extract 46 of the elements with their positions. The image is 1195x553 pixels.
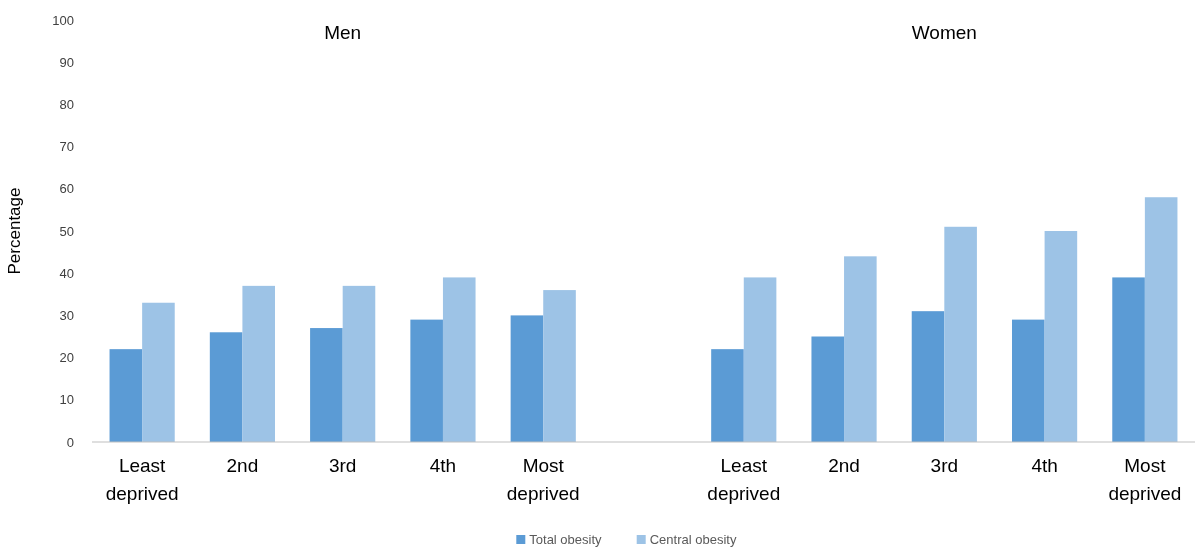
y-tick-label: 40 <box>59 265 74 281</box>
bar <box>242 285 275 442</box>
y-tick-label: 70 <box>59 139 74 155</box>
bar <box>142 302 175 442</box>
annotation: Men <box>324 22 362 43</box>
legend-label: Total obesity <box>529 532 603 547</box>
x-tick-label: 2nd <box>828 455 860 476</box>
x-tick-label: 2nd <box>226 455 259 476</box>
bar <box>209 332 243 442</box>
y-tick-label: 100 <box>52 12 74 28</box>
bar <box>743 277 777 442</box>
bar <box>1144 197 1178 442</box>
y-tick-label: 20 <box>59 350 74 366</box>
bar <box>442 277 476 442</box>
bar <box>944 226 977 442</box>
legend-label: Central obesity <box>649 532 737 547</box>
x-tick-label: 4th <box>1031 455 1058 476</box>
y-tick-label: 10 <box>59 392 74 408</box>
x-tick-label: 4th <box>429 455 457 476</box>
x-tick-label: 3rd <box>328 455 357 476</box>
x-tick-label: 3rd <box>930 455 959 476</box>
y-tick-label: 30 <box>59 307 74 323</box>
bar <box>811 336 845 442</box>
bar <box>109 349 143 442</box>
bar <box>1112 277 1145 442</box>
bar <box>543 290 576 442</box>
bar <box>911 311 945 442</box>
bar <box>1044 231 1078 442</box>
y-tick-label: 60 <box>59 181 74 197</box>
y-tick-label: 90 <box>59 54 74 70</box>
x-tick-label: Least deprived <box>707 455 781 504</box>
bar <box>510 315 544 442</box>
bar <box>410 319 443 442</box>
x-tick-label: Most deprived <box>1108 455 1182 504</box>
bar <box>711 349 744 442</box>
y-tick-label: 0 <box>66 434 74 450</box>
bar <box>342 285 376 442</box>
x-tick-label: Least deprived <box>105 455 179 504</box>
y-tick-label: 80 <box>59 96 74 112</box>
y-tick-label: 50 <box>59 223 74 239</box>
bar <box>1012 319 1045 442</box>
y-axis-title: Percentage <box>5 187 24 275</box>
bar <box>310 328 343 442</box>
bar <box>844 256 877 442</box>
annotation: Women <box>911 22 977 43</box>
x-tick-label: Most deprived <box>506 455 580 504</box>
